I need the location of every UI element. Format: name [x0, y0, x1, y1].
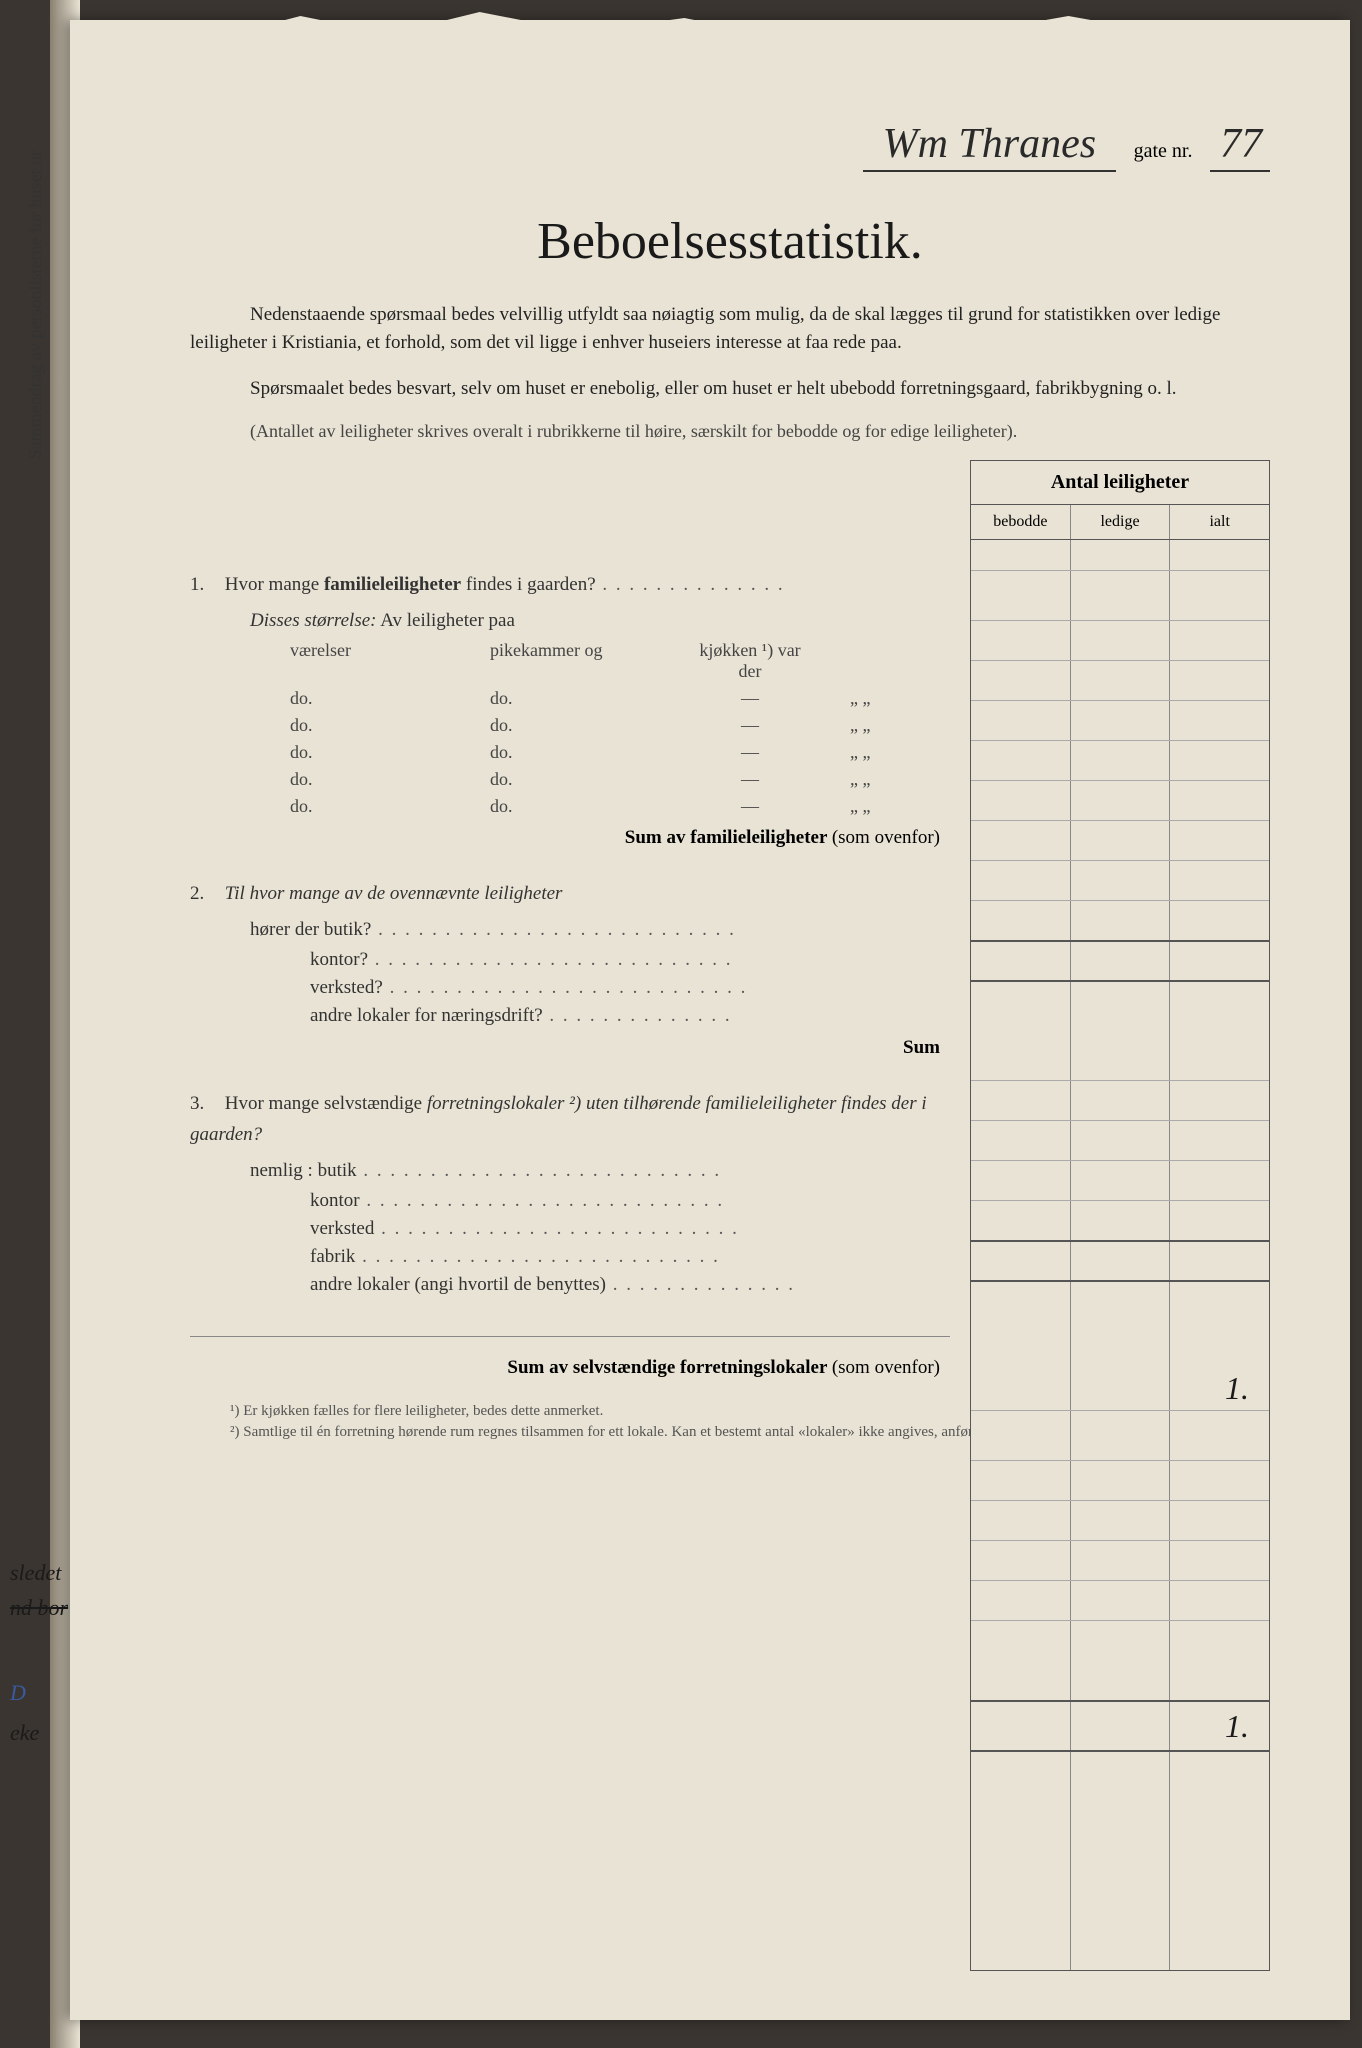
q1-do-row: do.do.—„ „ [190, 742, 950, 763]
document-page: Wm Thranes gate nr. 77 Beboelsesstatisti… [70, 20, 1350, 2020]
gate-nr-handwritten: 77 [1210, 120, 1270, 172]
q1-do-row: do.do.—„ „ [190, 796, 950, 817]
table-header: Antal leiligheter [971, 461, 1269, 505]
q3-sub-kontor: kontor [190, 1190, 950, 1212]
q2-sub-andre: andre lokaler for næringsdrift? [190, 1005, 950, 1027]
col-bebodde: bebodde [971, 505, 1071, 539]
col-ledige: ledige [1071, 505, 1171, 539]
street-name-handwritten: Wm Thranes [863, 120, 1117, 172]
q1-number: 1. [190, 570, 220, 600]
q1-sum: Sum av familieleiligheter (som ovenfor) [190, 827, 950, 849]
margin-handwriting-3: D [10, 1680, 26, 1706]
margin-handwriting-2: nd bor [10, 1595, 68, 1621]
margin-handwriting-1: sledet [10, 1560, 61, 1586]
q3-sub-andre: andre lokaler (angi hvortil de benyttes) [190, 1274, 950, 1296]
q3-text-italic: forretningslokaler ²) [427, 1093, 581, 1114]
page-title: Beboelsesstatistik. [190, 212, 1270, 271]
table-column-headers: bebodde ledige ialt [971, 505, 1269, 540]
header-line: Wm Thranes gate nr. 77 [190, 120, 1270, 172]
intro-note: (Antallet av leiligheter skrives overalt… [190, 421, 1270, 442]
col-ialt: ialt [1170, 505, 1269, 539]
q2-sub-kontor: kontor? [190, 949, 950, 971]
intro-paragraph-1: Nedenstaaende spørsmaal bedes velvillig … [190, 301, 1270, 356]
q3-row: 3. Hvor mange selvstændige forretningslo… [190, 1089, 950, 1150]
q3-sub-verksted: verksted [190, 1218, 950, 1240]
q1-disses: Disses størrelse: Av leiligheter paa [190, 610, 950, 632]
intro-paragraph-2: Spørsmaalet bedes besvart, selv om huset… [190, 375, 1270, 403]
q1-do-row: do.do.—„ „ [190, 769, 950, 790]
q1-do-row: do.do.—„ „ [190, 715, 950, 736]
form-area: Antal leiligheter bebodde ledige ialt [190, 460, 1270, 1380]
q2-sub-verksted: verksted? [190, 977, 950, 999]
q2-number: 2. [190, 879, 220, 909]
q3-sum: Sum av selvstændige forretningslokaler (… [190, 1357, 950, 1379]
table-body: 1. 1. [971, 540, 1269, 1970]
q3-text-a: Hvor mange selvstændige [225, 1093, 427, 1114]
gate-nr-label: gate nr. [1134, 140, 1193, 162]
count-table: Antal leiligheter bebodde ledige ialt [970, 460, 1270, 1971]
binding-margin-text: Sammendrag av personlisterne for huset n… [25, 150, 55, 459]
q1-header-row: værelser pikekammer og kjøkken ¹) var de… [190, 640, 950, 682]
q1-text-a: Hvor mange [225, 574, 324, 595]
q1-do-row: do.do.—„ „ [190, 688, 950, 709]
q2-text: Til hvor mange av de ovennævnte leilighe… [225, 883, 563, 904]
q3-nemlig: nemlig : butik [190, 1160, 950, 1182]
q1-text-bold: familieleiligheter [324, 574, 461, 595]
q2-sub-butik: hører der butik? [190, 919, 950, 941]
q3-ialt-handwritten: 1. [1225, 1370, 1249, 1407]
q3-number: 3. [190, 1089, 220, 1119]
q2-row: 2. Til hvor mange av de ovennævnte leili… [190, 879, 950, 909]
sum-ialt-handwritten: 1. [1225, 1708, 1249, 1745]
q3-sub-fabrik: fabrik [190, 1246, 950, 1268]
q1-row: 1. Hvor mange familieleiligheter findes … [190, 570, 950, 600]
margin-handwriting-4: eke [10, 1720, 39, 1746]
q2-sum: Sum [190, 1037, 950, 1059]
q1-text-c: findes i gaarden? [461, 574, 785, 595]
